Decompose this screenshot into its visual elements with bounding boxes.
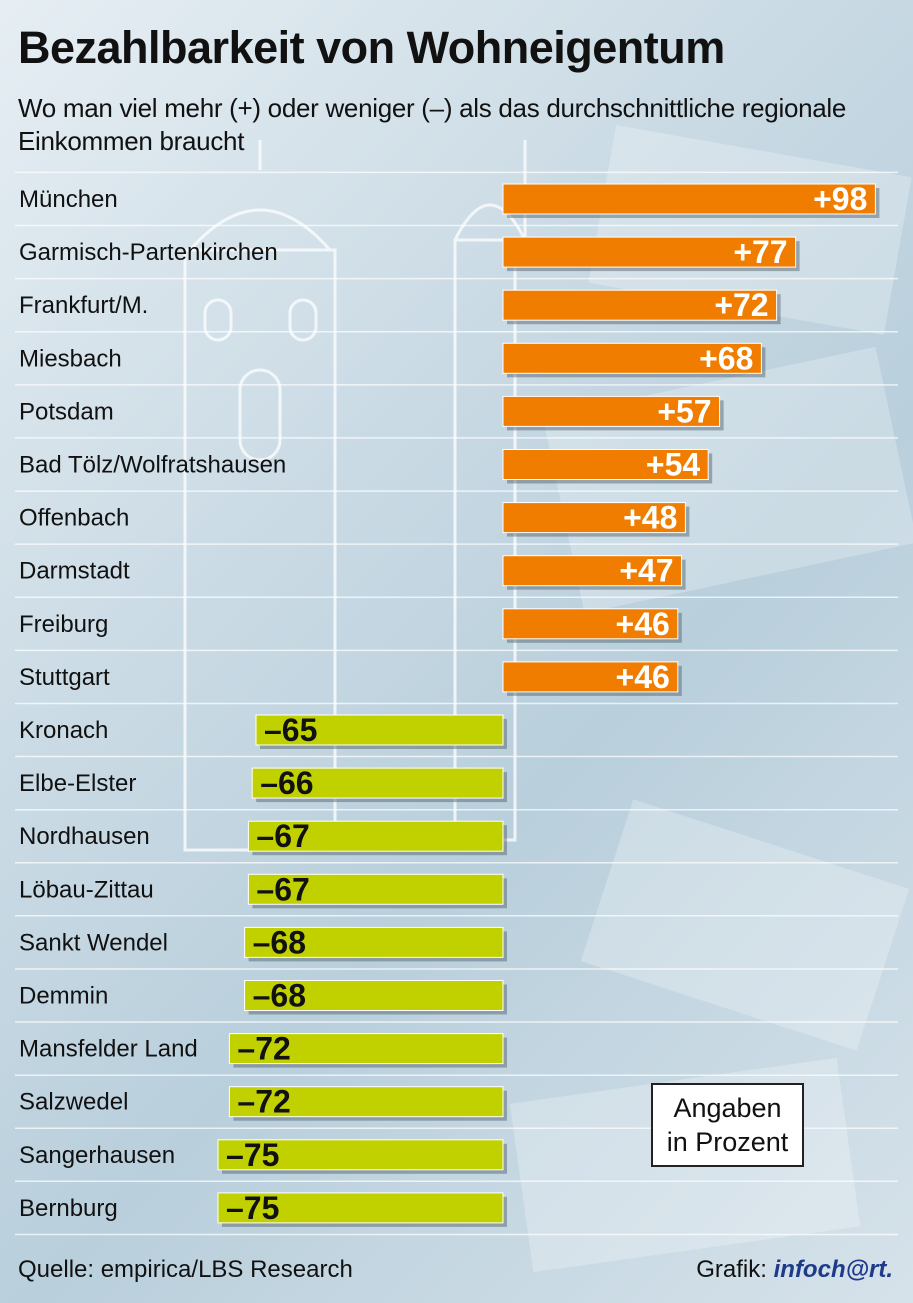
category-label: Sankt Wendel	[19, 929, 168, 956]
value-label: –72	[237, 1031, 290, 1067]
category-label: München	[19, 186, 118, 213]
unit-note-box: Angaben in Prozent	[651, 1083, 804, 1167]
bar	[251, 767, 504, 799]
bar	[217, 1192, 504, 1224]
category-label: Kronach	[19, 717, 108, 744]
bar	[502, 661, 679, 693]
category-label: Freiburg	[19, 611, 108, 638]
value-label: –65	[264, 712, 317, 748]
bar	[247, 873, 504, 905]
category-label: Bernburg	[19, 1195, 118, 1222]
bar	[502, 289, 778, 321]
value-label: +48	[623, 500, 677, 536]
bar	[255, 714, 504, 746]
category-label: Nordhausen	[19, 823, 150, 850]
category-label: Darmstadt	[19, 558, 130, 585]
credit-prefix: Grafik:	[696, 1256, 767, 1283]
value-label: +46	[616, 606, 670, 642]
bar	[244, 926, 504, 958]
bar	[217, 1139, 504, 1171]
category-label: Bad Tölz/Wolfratshausen	[19, 452, 286, 479]
bar	[502, 395, 721, 427]
value-label: +77	[733, 234, 787, 270]
unit-note-line1: Angaben	[673, 1093, 782, 1123]
category-label: Salzwedel	[19, 1089, 128, 1116]
value-label: –75	[226, 1137, 279, 1173]
category-label: Offenbach	[19, 505, 129, 532]
category-label: Frankfurt/M.	[19, 292, 148, 319]
bar	[228, 1086, 504, 1118]
category-label: Potsdam	[19, 398, 114, 425]
bar	[502, 502, 686, 534]
value-label: –72	[237, 1084, 290, 1120]
unit-note-line2: in Prozent	[666, 1127, 789, 1157]
value-label: +54	[646, 447, 700, 483]
bar	[502, 608, 679, 640]
category-label: Stuttgart	[19, 664, 110, 691]
value-label: +98	[813, 181, 867, 217]
value-label: –68	[253, 978, 306, 1014]
value-label: +47	[619, 553, 673, 589]
value-label: –75	[226, 1190, 279, 1226]
category-label: Elbe-Elster	[19, 770, 136, 797]
chart-title: Bezahlbarkeit von Wohneigentum	[18, 22, 725, 73]
category-label: Miesbach	[19, 345, 122, 372]
value-label: –67	[256, 818, 309, 854]
bar	[502, 236, 797, 268]
credit-text: Grafik: infoch@rt.	[696, 1256, 893, 1284]
value-label: +57	[657, 393, 711, 429]
value-label: –66	[260, 765, 313, 801]
value-label: +72	[714, 287, 768, 323]
category-label: Mansfelder Land	[19, 1036, 198, 1063]
value-label: –67	[256, 871, 309, 907]
value-label: +68	[699, 340, 753, 376]
value-label: –68	[253, 924, 306, 960]
category-label: Sangerhausen	[19, 1142, 175, 1169]
value-label: +46	[616, 659, 670, 695]
bar	[502, 342, 762, 374]
category-label: Demmin	[19, 983, 108, 1010]
bar	[228, 1033, 504, 1065]
bar	[502, 555, 683, 587]
source-text: Quelle: empirica/LBS Research	[18, 1256, 353, 1283]
bar	[502, 449, 709, 480]
category-label: Löbau-Zittau	[19, 876, 154, 903]
bar	[244, 980, 504, 1011]
chart-subtitle: Wo man viel mehr (+) oder weniger (–) al…	[18, 93, 847, 156]
infochart-logo: infoch@rt.	[773, 1256, 893, 1283]
bar	[247, 820, 504, 852]
category-label: Garmisch-Partenkirchen	[19, 239, 278, 266]
bar	[502, 183, 876, 215]
